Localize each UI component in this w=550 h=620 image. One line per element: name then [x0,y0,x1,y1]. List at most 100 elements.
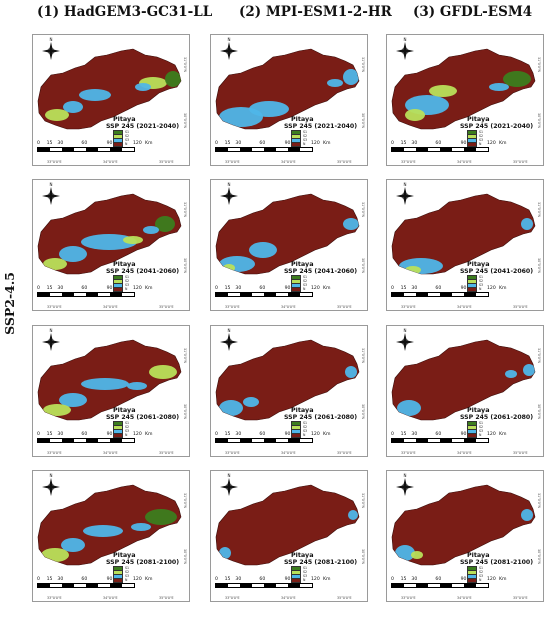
legend-item: N [113,141,186,147]
legend-period: SSP 245 (2041-2060) [284,268,358,275]
map-panel: N 31°0'0"N 30°0'0"N 33°0'0"E 34°0'0"E 35°0'0"… [210,179,368,311]
scale-tick: 15 [46,286,53,291]
legend-label: S3 [125,138,130,142]
legend-label: S2 [479,570,484,574]
longitude-label: 34°0'0"E [457,451,472,455]
scale-tick: 0 [215,577,218,582]
suitability-patch [327,79,343,87]
scale-tick: 120 [487,577,496,582]
scale-unit: Km [323,141,331,146]
longitude-label: 33°0'0"E [401,451,416,455]
longitude-label: 35°0'0"E [513,160,528,164]
longitude-label: 33°0'0"E [225,596,240,600]
legend-period: SSP 245 (2061-2080) [460,414,534,421]
map-legend: Pitaya SSP 245 (2041-2060) S1 S2 S3 N [106,261,186,292]
north-label: N [228,328,231,333]
legend-period: SSP 245 (2081-2100) [106,559,180,566]
map-panel: N 31°0'0"N 30°0'0"N 33°0'0"E 34°0'0"E 35°0'0"… [386,470,544,602]
legend-label: S2 [479,134,484,138]
legend-label: S3 [479,429,484,433]
scale-bar: 0 15 30 60 90 120 Km [391,286,511,297]
legend-label: S2 [479,279,484,283]
map-legend: Pitaya SSP 245 (2021-2040) S1 S2 S3 N [460,116,540,147]
scale-bar: 0 15 30 60 90 120 Km [37,577,157,588]
scale-unit: Km [145,286,153,291]
scale-tick: 30 [57,286,64,291]
scale-bar: 0 15 30 60 90 120 Km [37,432,157,443]
scale-bar: 0 15 30 60 90 120 Km [215,432,335,443]
scale-tick: 120 [311,432,320,437]
legend-species: Pitaya [113,406,136,414]
legend-item: N [113,577,186,583]
longitude-label: 33°0'0"E [225,305,240,309]
scale-tick: 90 [106,141,113,146]
scale-tick: 30 [411,141,418,146]
legend-swatch [291,577,301,583]
legend-label: S2 [479,425,484,429]
map-legend: Pitaya SSP 245 (2021-2040) S1 S2 S3 N [106,116,186,147]
suitability-patch [43,258,67,270]
suitability-patch [127,382,147,390]
suitability-map: N [37,182,182,275]
longitude-label: 34°0'0"E [281,451,296,455]
latitude-label: 31°0'0"N [537,348,541,363]
scale-bar: 0 15 30 60 90 120 Km [215,577,335,588]
legend-label: S1 [125,275,130,279]
map-legend: Pitaya SSP 245 (2081-2100) S1 S2 S3 N [460,551,540,583]
legend-label: S3 [303,429,308,433]
suitability-patch [41,548,69,562]
legend-item: N [291,141,364,147]
suitability-map: N [391,182,536,275]
scale-tick: 15 [400,141,407,146]
legend-label: S2 [125,279,130,283]
legend-label: S2 [303,134,308,138]
legend-period: SSP 245 (2041-2060) [460,268,534,275]
legend-label: S1 [125,566,130,570]
suitability-patch [521,509,533,521]
latitude-label: 30°0'0"N [183,258,187,273]
suitability-patch [43,404,71,416]
legend-swatch [113,577,123,583]
suitability-patch [219,400,243,416]
legend-species: Pitaya [467,551,490,559]
legend-label: N [303,287,306,291]
legend-label: S3 [303,574,308,578]
longitude-label: 35°0'0"E [337,305,352,309]
legend-swatch [113,141,123,147]
scale-tick: 0 [215,432,218,437]
latitude-label: 30°0'0"N [537,258,541,273]
north-label: N [404,182,407,187]
longitude-label: 34°0'0"E [281,160,296,164]
longitude-label: 33°0'0"E [47,160,62,164]
latitude-label: 31°0'0"N [361,493,365,508]
suitability-patch [59,393,87,407]
suitability-patch [243,397,259,407]
legend-label: S1 [479,275,484,279]
scenario-row-label: SSP2-4.5 [1,272,17,335]
legend-period: SSP 245 (2061-2080) [106,414,180,421]
map-legend: Pitaya SSP 245 (2061-2080) S1 S2 S3 N [106,406,186,438]
map-legend: Pitaya SSP 245 (2021-2040) S1 S2 S3 N [284,116,364,147]
scale-tick: 30 [235,141,242,146]
latitude-label: 30°0'0"N [537,113,541,128]
suitability-patch [81,378,129,390]
longitude-label: 33°0'0"E [401,160,416,164]
suitability-map: N [37,37,182,130]
scale-unit: Km [323,286,331,291]
scale-tick: 0 [215,286,218,291]
legend-label: S1 [479,566,484,570]
scale-tick: 30 [57,577,64,582]
longitude-label: 33°0'0"E [47,305,62,309]
scale-tick: 30 [411,432,418,437]
legend-swatch [113,432,123,438]
scale-tick: 90 [106,577,113,582]
legend-swatch [291,432,301,438]
region-outline [391,339,536,421]
legend-label: S1 [479,421,484,425]
scale-tick: 120 [133,286,142,291]
longitude-label: 34°0'0"E [457,160,472,164]
scale-unit: Km [323,432,331,437]
suitability-patch [343,69,359,85]
legend-label: S1 [303,130,308,134]
suitability-patch [131,523,151,531]
